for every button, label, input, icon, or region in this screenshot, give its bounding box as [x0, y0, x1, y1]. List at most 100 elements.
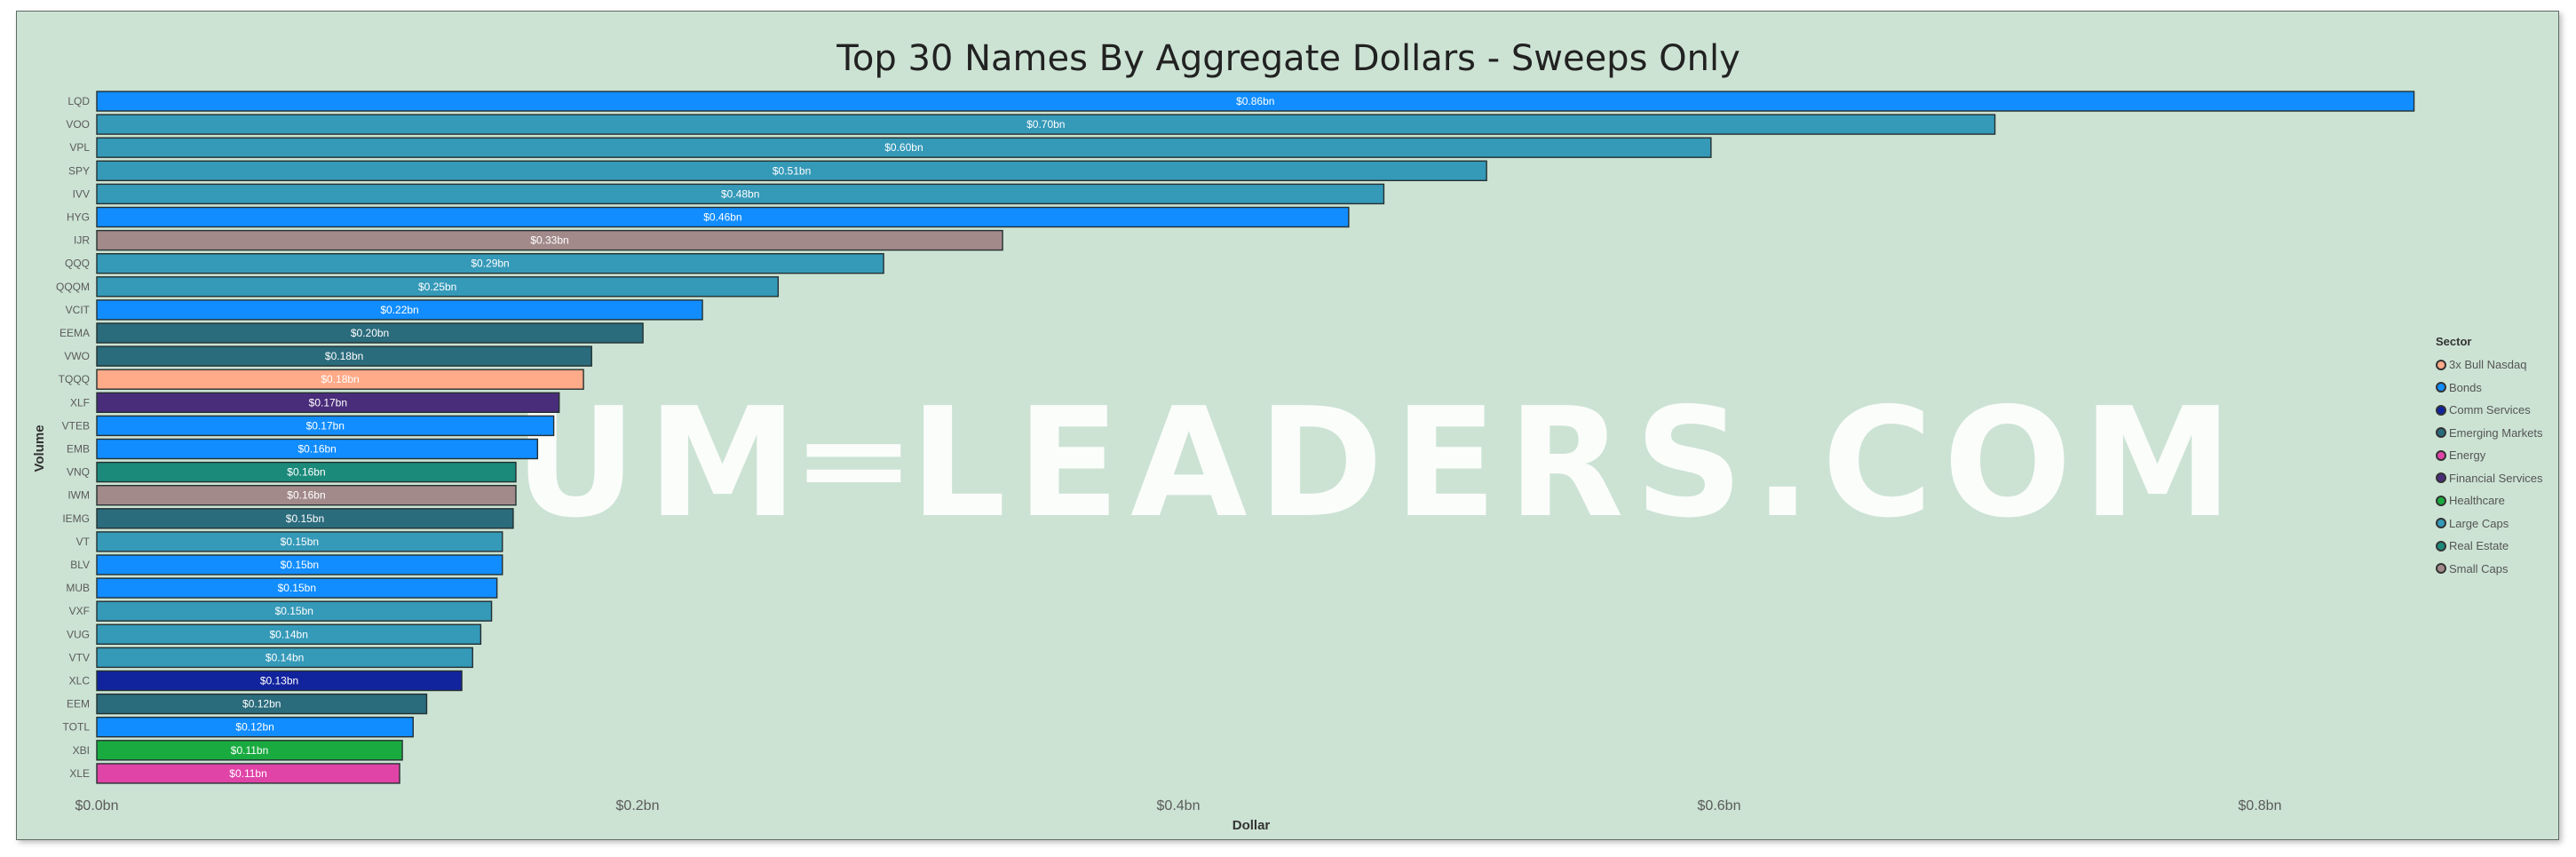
bar-data-label: $0.16bn: [287, 466, 325, 479]
legend-label: Healthcare: [2449, 494, 2505, 508]
legend-swatch-icon: [2436, 540, 2446, 551]
bar-data-label: $0.14bn: [266, 651, 304, 663]
y-tick-label: QQQ: [65, 258, 90, 270]
bar-blv[interactable]: [96, 554, 503, 575]
bar-vwo[interactable]: [96, 345, 592, 367]
legend-items: 3x Bull Nasdaq Bonds Comm Services Emerging…: [2436, 353, 2543, 580]
y-tick-label: VTEB: [62, 419, 90, 432]
bar-data-label: $0.70bn: [1026, 118, 1065, 131]
legend-swatch-icon: [2436, 563, 2446, 575]
bar-ijr[interactable]: [96, 229, 1003, 251]
chart-title: Top 30 Names By Aggregate Dollars - Swee…: [836, 38, 1740, 79]
bar-xle[interactable]: [96, 763, 400, 784]
legend-label: Energy: [2449, 448, 2486, 463]
y-tick-label: VXF: [69, 605, 90, 617]
bar-ivv[interactable]: [96, 183, 1385, 205]
legend-label: Real Estate: [2449, 539, 2509, 553]
bar-data-label: $0.15bn: [275, 605, 313, 617]
bar-emb[interactable]: [96, 438, 539, 460]
bar-data-label: $0.51bn: [773, 164, 811, 177]
bar-eem[interactable]: [96, 693, 428, 715]
y-tick-label: XLE: [69, 767, 90, 780]
y-tick-label: IWM: [67, 489, 90, 502]
y-tick-label: VCIT: [66, 304, 91, 316]
legend-swatch-icon: [2436, 359, 2446, 370]
bar-xlf[interactable]: [96, 392, 560, 413]
y-tick-label: VT: [76, 536, 91, 548]
legend-item[interactable]: Large Caps: [2436, 512, 2543, 536]
legend-item[interactable]: Energy: [2436, 444, 2543, 467]
bar-data-label: $0.12bn: [242, 698, 281, 710]
y-tick-label: VPL: [69, 141, 90, 154]
bar-spy[interactable]: [96, 160, 1487, 182]
bar-iwm[interactable]: [96, 485, 517, 506]
y-tick-label: TQQQ: [59, 373, 90, 385]
x-tick-label: $0.2bn: [616, 798, 660, 813]
y-tick-label: BLV: [70, 559, 90, 571]
chart-container: Top 30 Names By Aggregate Dollars - Swee…: [16, 11, 2559, 840]
legend-item[interactable]: Real Estate: [2436, 535, 2543, 558]
legend-swatch-icon: [2436, 518, 2446, 529]
legend-swatch-icon: [2436, 404, 2446, 416]
bar-iemg[interactable]: [96, 508, 514, 529]
legend-swatch-icon: [2436, 495, 2446, 506]
bar-vcit[interactable]: [96, 299, 703, 321]
y-tick-label: XBI: [73, 744, 90, 757]
legend-label: Small Caps: [2449, 561, 2509, 575]
bar-data-label: $0.15bn: [278, 582, 316, 594]
bar-vug[interactable]: [96, 623, 482, 645]
bar-hyg[interactable]: [96, 206, 1350, 228]
legend-title: Sector: [2436, 335, 2472, 348]
legend-item[interactable]: Bonds: [2436, 377, 2543, 400]
bar-vnq[interactable]: [96, 461, 517, 483]
x-tick-label: $0.4bn: [1157, 798, 1201, 813]
bar-data-label: $0.17bn: [306, 419, 345, 432]
bar-vteb[interactable]: [96, 415, 555, 437]
legend-item[interactable]: Emerging Markets: [2436, 422, 2543, 445]
legend-item[interactable]: Financial Services: [2436, 467, 2543, 490]
bar-data-label: $0.14bn: [269, 628, 307, 640]
bar-voo[interactable]: [96, 114, 1996, 135]
y-tick-label: IJR: [74, 234, 90, 247]
y-tick-label: LQD: [67, 95, 90, 107]
bar-vt[interactable]: [96, 531, 503, 552]
bar-qqq[interactable]: [96, 253, 884, 274]
bar-xlc[interactable]: [96, 670, 463, 692]
legend-item[interactable]: Comm Services: [2436, 399, 2543, 422]
bar-vpl[interactable]: [96, 137, 1712, 158]
legend-item[interactable]: Healthcare: [2436, 489, 2543, 512]
legend-swatch-icon: [2436, 449, 2446, 461]
bar-tqqq[interactable]: [96, 369, 584, 390]
bar-data-label: $0.15bn: [286, 512, 324, 525]
x-tick-label: $0.6bn: [1698, 798, 1741, 813]
bar-lqd[interactable]: [96, 91, 2415, 112]
bar-data-label: $0.13bn: [260, 675, 298, 687]
bar-data-label: $0.15bn: [281, 559, 319, 571]
y-tick-label: SPY: [68, 164, 90, 177]
bar-eema[interactable]: [96, 322, 644, 344]
legend-label: Bonds: [2449, 380, 2482, 394]
bar-vxf[interactable]: [96, 600, 493, 622]
y-tick-label: EEM: [67, 698, 90, 710]
bar-data-label: $0.46bn: [703, 211, 741, 224]
bar-data-label: $0.16bn: [287, 489, 325, 502]
bar-data-label: $0.48bn: [721, 187, 759, 200]
bar-xbi[interactable]: [96, 740, 403, 761]
bar-vtv[interactable]: [96, 647, 473, 669]
bar-data-label: $0.15bn: [281, 536, 319, 548]
legend-item[interactable]: 3x Bull Nasdaq: [2436, 353, 2543, 377]
bar-data-label: $0.29bn: [471, 258, 509, 270]
y-tick-label: VUG: [67, 628, 90, 640]
y-tick-label: VOO: [66, 118, 90, 131]
y-tick-label: HYG: [67, 211, 90, 224]
legend-item[interactable]: Small Caps: [2436, 558, 2543, 581]
legend-label: Large Caps: [2449, 516, 2509, 530]
bar-mub[interactable]: [96, 577, 498, 599]
bar-totl[interactable]: [96, 717, 414, 738]
bar-data-label: $0.16bn: [297, 443, 336, 456]
legend-swatch-icon: [2436, 472, 2446, 484]
x-axis-title: Dollar: [1233, 818, 1271, 833]
x-axis-ticks: $0.0bn $0.2bn $0.4bn $0.6bn $0.8bn: [75, 798, 2282, 813]
y-tick-label: VTV: [69, 651, 90, 663]
bar-qqqm[interactable]: [96, 276, 780, 298]
